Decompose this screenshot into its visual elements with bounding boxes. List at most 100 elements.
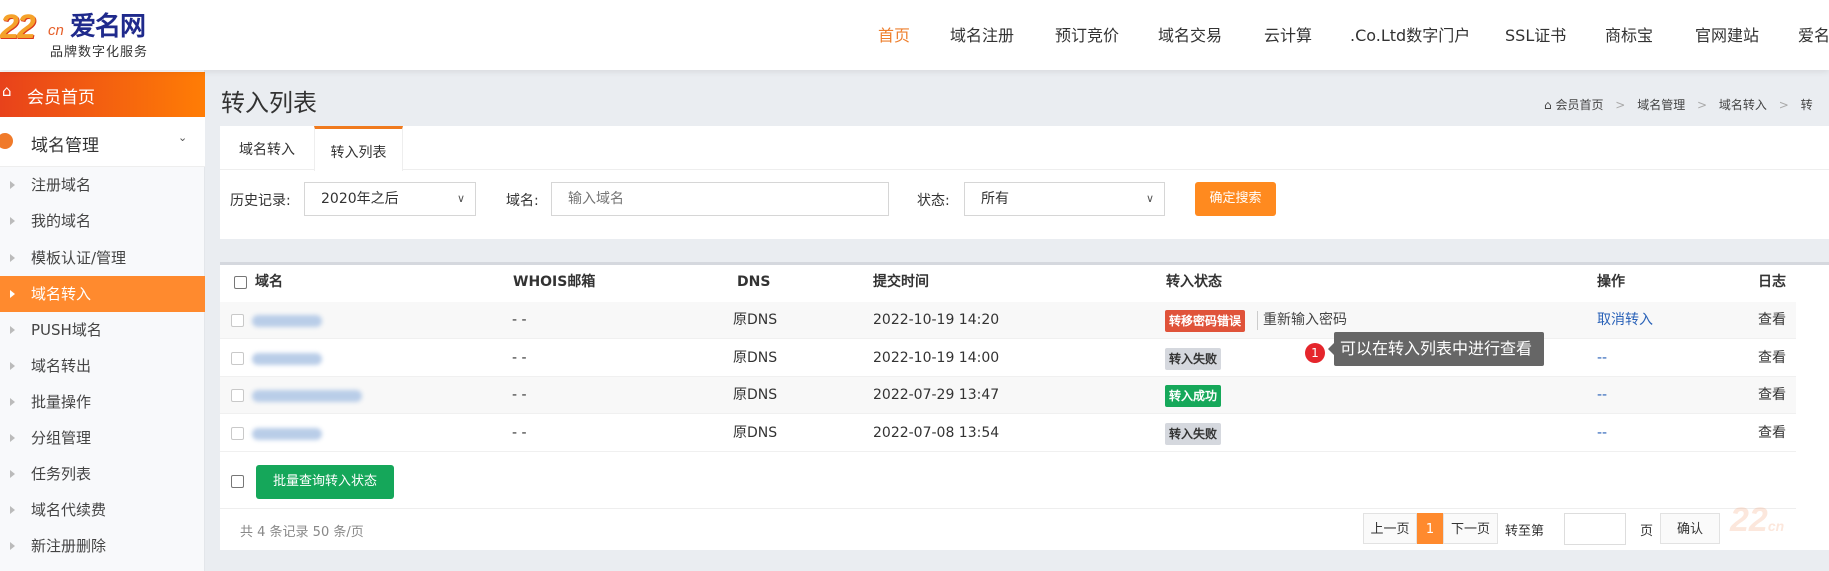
cancel-transfer-link[interactable]: 取消转入 [1597, 312, 1653, 328]
history-select[interactable]: 2020年之后 ∨ [304, 182, 476, 216]
column-header-dns: DNS [737, 274, 771, 290]
status-divider [1257, 311, 1258, 330]
logo[interactable]: 22 cn 爱名网 品牌数字化服务 [0, 0, 150, 60]
history-select-value: 2020年之后 [321, 191, 399, 207]
sidebar-item-renewal[interactable]: 域名代续费 [0, 492, 205, 528]
sidebar-item-template[interactable]: 模板认证/管理 [0, 240, 205, 276]
logo-mark: 22 [0, 8, 36, 46]
column-header-transfer-status: 转入状态 [1166, 274, 1222, 290]
watermark-logo: 22cn [1730, 501, 1785, 539]
nav-booking-auction[interactable]: 预订竞价 [1055, 26, 1120, 45]
sidebar-item-domain-transfer-out[interactable]: 域名转出 [0, 348, 205, 384]
page-1-button[interactable]: 1 [1417, 513, 1443, 544]
nav-cloud[interactable]: 云计算 [1264, 26, 1313, 45]
sidebar-item-tasks[interactable]: 任务列表 [0, 456, 205, 492]
action-empty: -- [1597, 424, 1608, 441]
dns-value: 原DNS [733, 387, 778, 403]
column-header-action: 操作 [1597, 274, 1625, 290]
sidebar-section-domain-management[interactable]: 域名管理 ⌄ [0, 117, 205, 167]
sidebar-item-register-domain[interactable]: 注册域名 [0, 167, 205, 203]
breadcrumb: ⌂ 会员首页 > 域名管理 > 域名转入 > 转 [1544, 96, 1813, 113]
nav-trademark[interactable]: 商标宝 [1605, 26, 1654, 45]
view-log-link[interactable]: 查看 [1758, 387, 1786, 403]
tab-transfer-list[interactable]: 转入列表 [314, 126, 403, 171]
dns-value: 原DNS [733, 424, 778, 441]
breadcrumb-item[interactable]: 域名管理 [1637, 98, 1686, 112]
sidebar-item-label: 分组管理 [31, 429, 92, 447]
sidebar-item-label: 模板认证/管理 [31, 249, 127, 267]
nav-domain-trade[interactable]: 域名交易 [1158, 26, 1223, 45]
domain-link-redacted[interactable] [252, 352, 322, 365]
prev-page-button[interactable]: 上一页 [1363, 513, 1417, 544]
sidebar-home[interactable]: ⌂ 会员首页 [0, 72, 205, 117]
nav-home[interactable]: 首页 [878, 26, 911, 45]
table-row: - - 原DNS 2022-07-08 13:54 转入失败 -- 查看 [220, 415, 1796, 452]
sidebar-item-groups[interactable]: 分组管理 [0, 420, 205, 456]
caret-right-icon [10, 470, 15, 478]
breadcrumb-item[interactable]: 域名转入 [1718, 98, 1767, 112]
row-checkbox[interactable] [231, 426, 244, 440]
view-log-link[interactable]: 查看 [1758, 424, 1786, 441]
goto-page-input[interactable] [1564, 513, 1626, 545]
batch-query-status-button[interactable]: 批量查询转入状态 [256, 465, 394, 499]
caret-right-icon [10, 398, 15, 406]
page-title: 转入列表 [221, 89, 317, 117]
tooltip-text: 可以在转入列表中进行查看 [1340, 339, 1533, 358]
submit-time: 2022-07-08 13:54 [873, 424, 1000, 441]
nav-ssl[interactable]: SSL证书 [1505, 26, 1567, 45]
table-header: 域名 WHOIS邮箱 DNS 提交时间 转入状态 操作 日志 [220, 262, 1796, 302]
sidebar-item-label: 我的域名 [31, 212, 92, 230]
next-page-button[interactable]: 下一页 [1443, 513, 1498, 544]
domain-link-redacted[interactable] [252, 390, 362, 402]
dns-value: 原DNS [733, 349, 778, 366]
nav-aiming[interactable]: 爱名 [1798, 26, 1829, 45]
action-empty: -- [1597, 349, 1608, 366]
caret-right-icon [10, 506, 15, 514]
sidebar-item-domain-transfer-in[interactable]: 域名转入 [0, 276, 205, 312]
breadcrumb-item[interactable]: 会员首页 [1555, 98, 1604, 112]
sidebar-item-batch[interactable]: 批量操作 [0, 384, 205, 420]
sidebar-item-push-domain[interactable]: PUSH域名 [0, 312, 205, 348]
caret-right-icon [10, 326, 15, 334]
status-select-value: 所有 [981, 191, 1009, 207]
select-all-checkbox[interactable] [234, 276, 247, 289]
nav-coltd-portal[interactable]: .Co.Ltd数字门户 [1350, 26, 1471, 45]
dns-value: 原DNS [733, 312, 778, 328]
search-button[interactable]: 确定搜索 [1195, 182, 1276, 216]
transfer-status-badge: 转移密码错误 [1165, 310, 1246, 332]
tab-divider [220, 169, 1829, 170]
sidebar-item-label: 域名代续费 [31, 501, 107, 519]
row-checkbox[interactable] [231, 314, 244, 327]
view-log-link[interactable]: 查看 [1758, 349, 1786, 366]
chevron-down-icon: ∨ [456, 192, 465, 205]
sidebar-item-label: 域名转入 [31, 285, 92, 303]
sidebar-item-my-domains[interactable]: 我的域名 [0, 203, 205, 239]
nav-website-build[interactable]: 官网建站 [1695, 26, 1760, 45]
table-row: - - 原DNS 2022-07-29 13:47 转入成功 -- 查看 [220, 377, 1796, 414]
home-icon: ⌂ [1544, 98, 1552, 112]
goto-confirm-button[interactable]: 确认 [1660, 513, 1720, 544]
row-checkbox[interactable] [231, 351, 244, 365]
breadcrumb-separator: > [1697, 98, 1708, 112]
table-row: - - 原DNS 2022-10-19 14:00 转入失败 -- 查看 [220, 340, 1796, 377]
nav-domain-register[interactable]: 域名注册 [950, 26, 1015, 45]
tooltip-step-badge: 1 [1305, 343, 1325, 363]
view-log-link[interactable]: 查看 [1758, 312, 1786, 328]
domain-link-redacted[interactable] [252, 315, 322, 327]
chevron-down-icon: ⌄ [178, 131, 188, 144]
filter-card: 域名转入 转入列表 历史记录: 2020年之后 ∨ 域名: 状态: 所有 ∨ 确定搜… [220, 126, 1829, 239]
chevron-down-icon: ∨ [1145, 192, 1154, 205]
pagination: 上一页 1 下一页 转至第 页 确认 [220, 513, 1829, 546]
reenter-password-link[interactable]: 重新输入密码 [1263, 312, 1347, 328]
sidebar-home-label: 会员首页 [27, 88, 95, 108]
tab-domain-transfer-in[interactable]: 域名转入 [239, 142, 295, 158]
domain-input[interactable] [551, 182, 889, 216]
row-checkbox[interactable] [231, 389, 244, 402]
sidebar-section-label: 域名管理 [31, 136, 99, 156]
status-select[interactable]: 所有 ∨ [964, 182, 1165, 216]
batch-select-checkbox[interactable] [231, 475, 244, 488]
status-label: 状态: [917, 193, 950, 209]
domain-link-redacted[interactable] [252, 427, 322, 440]
domain-label: 域名: [506, 193, 539, 209]
sidebar-item-new-reg-delete[interactable]: 新注册删除 [0, 528, 205, 564]
